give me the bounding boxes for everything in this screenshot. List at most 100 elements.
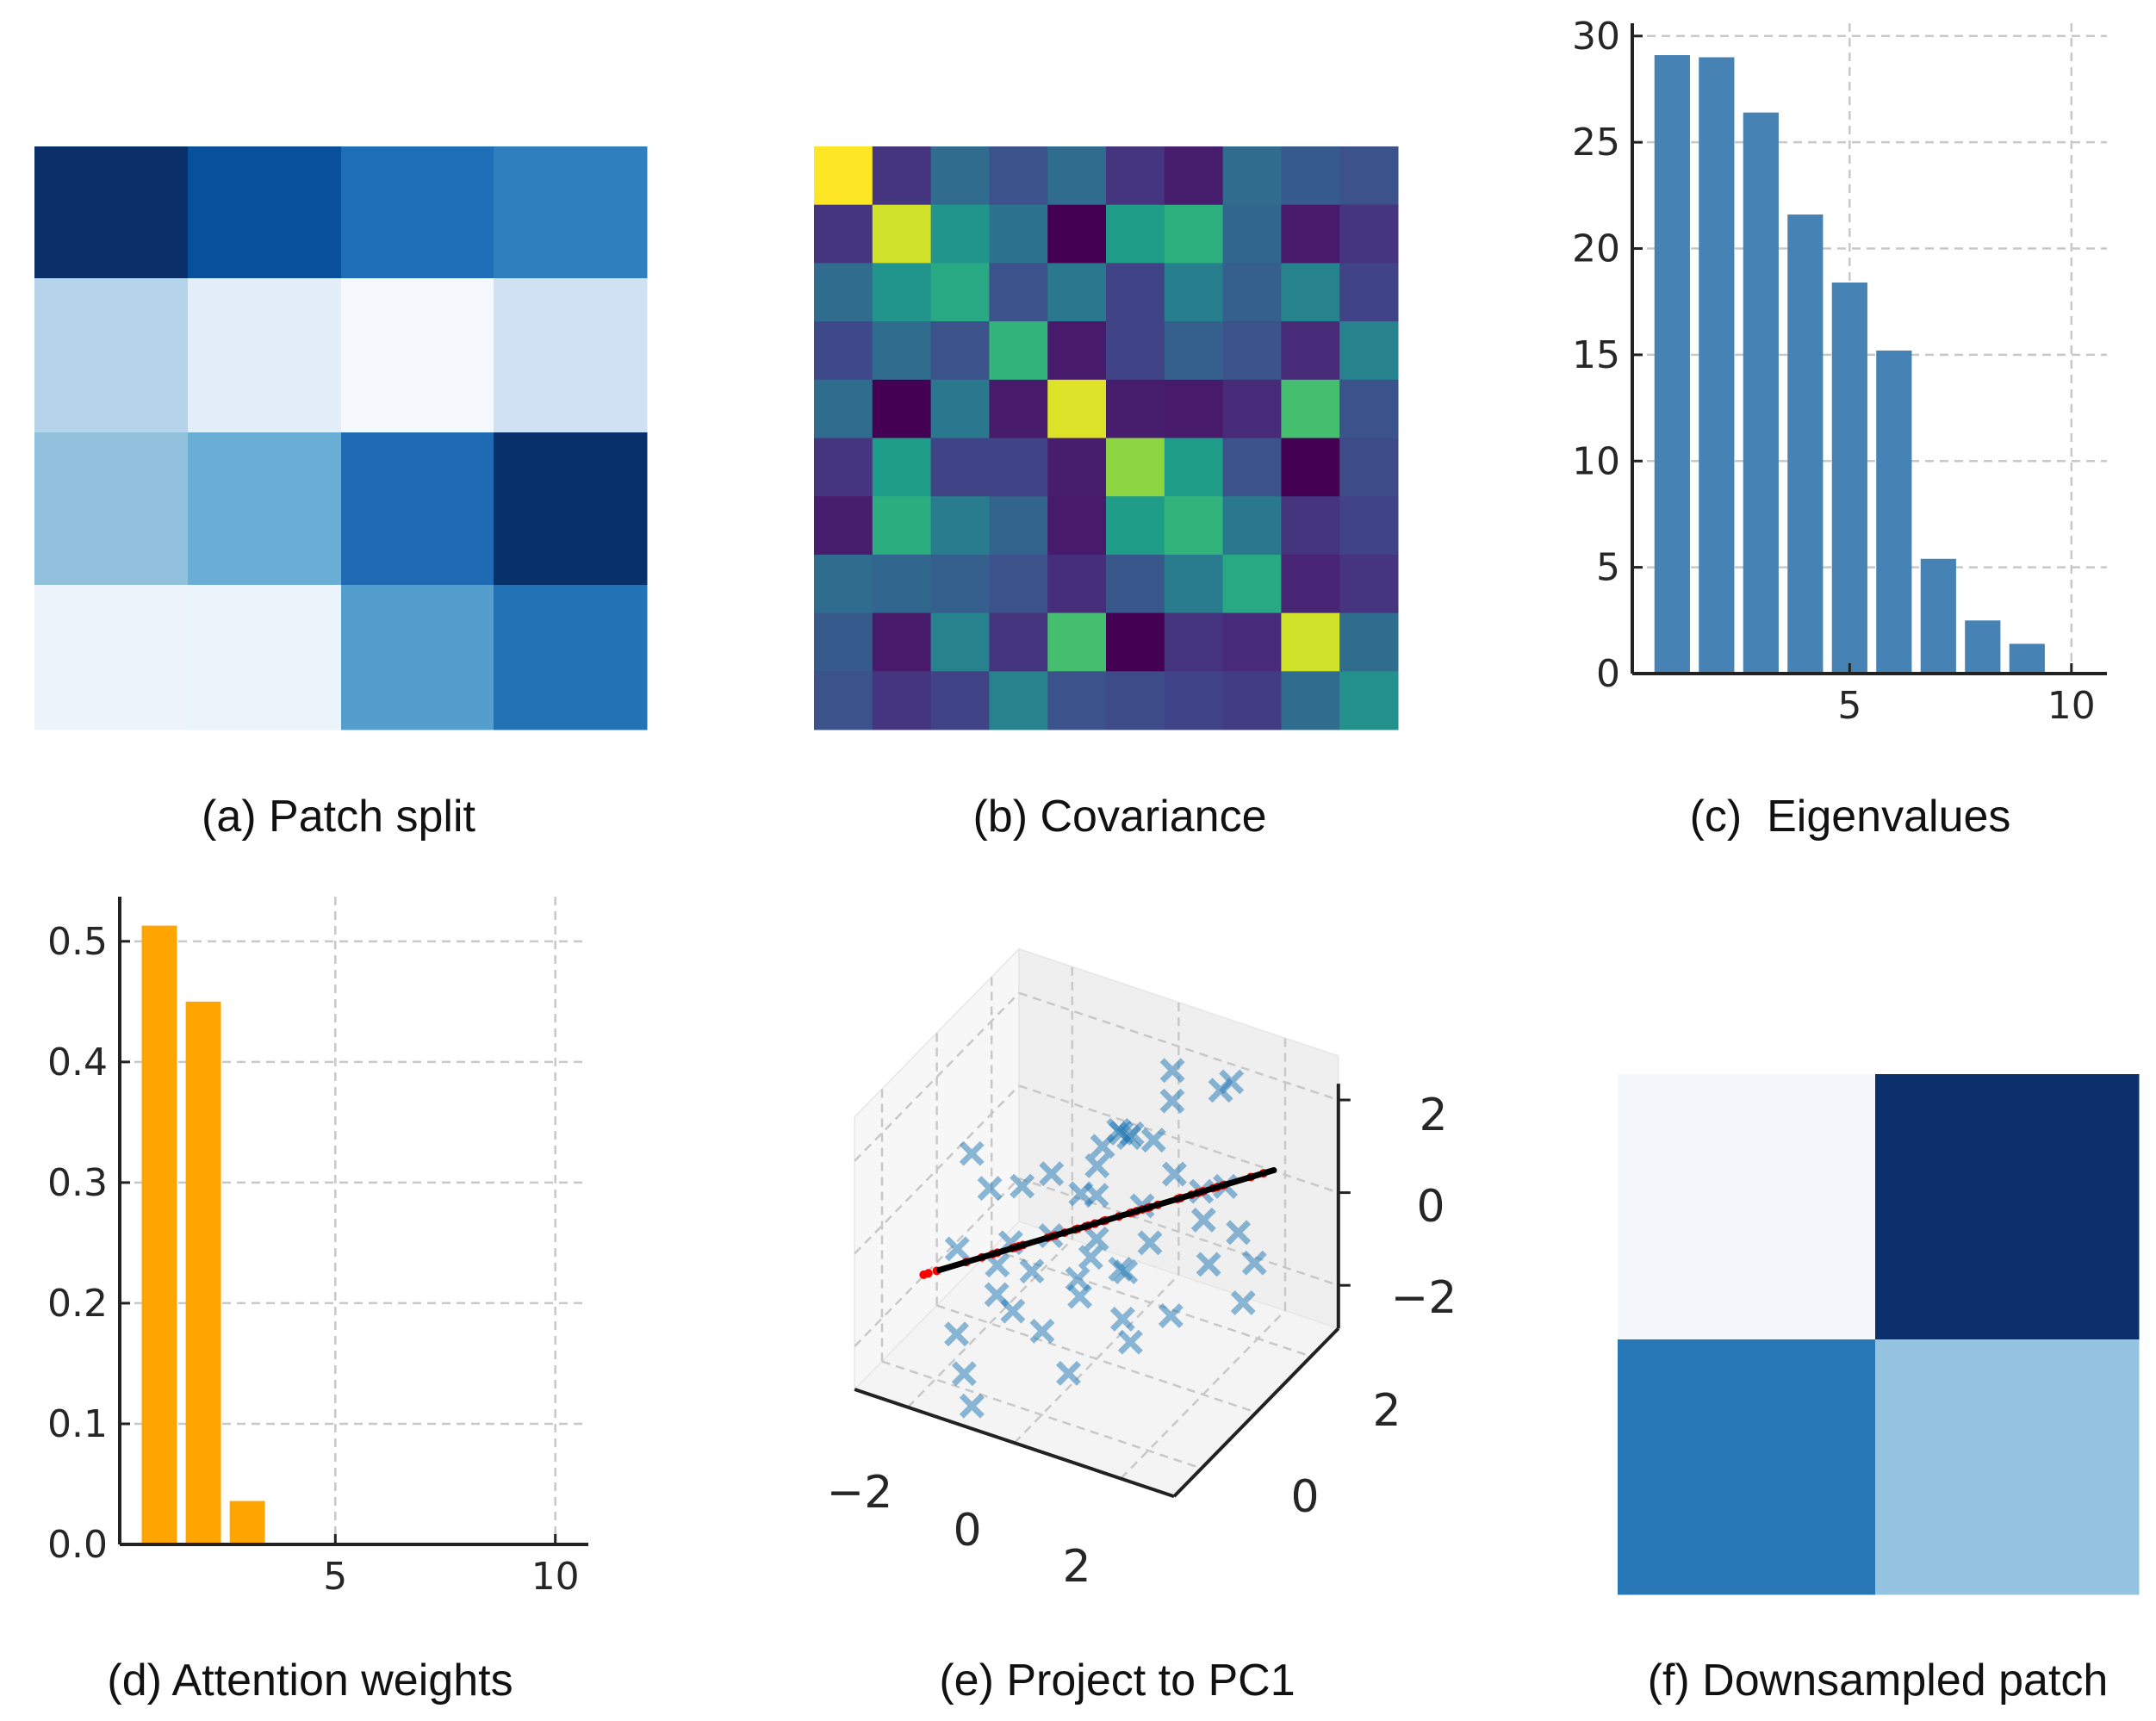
marker-stroke <box>977 1176 1003 1202</box>
data-point-x-marker <box>1226 1220 1252 1246</box>
marker-stroke <box>1000 1298 1026 1324</box>
covariance-cell <box>989 671 1048 730</box>
heatmap-cell <box>494 146 648 279</box>
covariance-cell <box>1222 263 1282 322</box>
covariance-cell <box>1106 321 1165 381</box>
caption-b: (b) Covariance <box>972 792 1266 842</box>
y-axis <box>1172 1326 1340 1498</box>
covariance-cell <box>989 496 1048 556</box>
covariance-cell <box>1339 612 1399 672</box>
x-tick-label: 2 <box>1062 1541 1090 1593</box>
y-tick-label: 30 <box>1572 15 1620 59</box>
data-point-x-marker <box>1065 1266 1090 1292</box>
covariance-cell <box>1281 379 1340 438</box>
covariance-cell <box>1047 379 1107 438</box>
covariance-cell <box>1106 612 1165 672</box>
y-tick-label: 0.1 <box>47 1402 108 1446</box>
covariance-cell <box>1164 554 1224 614</box>
marker-stroke <box>1108 1256 1134 1282</box>
grid-left-z <box>854 1177 1020 1347</box>
covariance-cell <box>989 204 1048 264</box>
covariance-cell <box>930 438 990 497</box>
heatmap-cell <box>34 278 189 433</box>
heatmap-cell <box>34 146 189 279</box>
data-point-x-marker <box>1117 1329 1143 1355</box>
marker-stroke <box>1226 1220 1252 1246</box>
covariance-cell <box>1222 204 1282 264</box>
heatmap-cell <box>1618 1339 1876 1595</box>
covariance-cell <box>1106 438 1165 497</box>
covariance-cell <box>1047 438 1107 497</box>
covariance-cell <box>1164 263 1224 322</box>
covariance-cell <box>1047 671 1107 730</box>
data-point-x-marker <box>951 1361 977 1387</box>
covariance-cell <box>930 204 990 264</box>
data-point-x-marker <box>1158 1303 1184 1328</box>
data-point-x-marker <box>959 1140 985 1166</box>
bar <box>1654 55 1690 674</box>
covariance-cell <box>1047 321 1107 381</box>
y-tick-label: 10 <box>1572 439 1620 483</box>
covariance-cell <box>1164 204 1224 264</box>
marker-stroke <box>1029 1318 1055 1344</box>
covariance-cell <box>1222 438 1282 497</box>
heatmap-cell <box>34 585 189 730</box>
covariance-cell <box>872 379 932 438</box>
heatmap-cell <box>188 146 342 279</box>
x-tick-label: −2 <box>827 1467 893 1519</box>
heatmap-cell <box>494 432 648 586</box>
heatmap-cell <box>341 432 494 586</box>
z-tick-label: −2 <box>1391 1272 1457 1324</box>
bar <box>185 1001 221 1544</box>
x-axis <box>854 1388 1175 1499</box>
data-point-x-marker <box>1029 1318 1055 1344</box>
data-point-x-marker <box>1078 1245 1103 1271</box>
data-point-x-marker <box>985 1252 1010 1278</box>
marker-stroke <box>1068 1181 1094 1207</box>
marker-stroke <box>1190 1207 1216 1233</box>
covariance-cell <box>1047 146 1107 206</box>
covariance-cell <box>1339 146 1399 206</box>
y-tick-label: 25 <box>1572 121 1620 165</box>
panel-e-project-to-pc1: −2 0 2 0 2 2 0 −2 <box>827 947 1457 1593</box>
marker-stroke <box>1084 1153 1110 1178</box>
covariance-cell <box>989 379 1048 438</box>
heatmap-cell <box>188 278 342 433</box>
covariance-cell <box>1164 321 1224 381</box>
covariance-cell <box>1047 612 1107 672</box>
covariance-cell <box>930 146 990 206</box>
marker-stroke <box>1116 1125 1142 1151</box>
covariance-cell <box>1339 438 1399 497</box>
covariance-cell <box>1281 321 1340 381</box>
grid-floor-y <box>991 1248 1312 1358</box>
covariance-cell <box>1106 379 1165 438</box>
heatmap-cell <box>1875 1074 2140 1340</box>
caption-e: (e) Project to PC1 <box>939 1656 1295 1705</box>
data-point-x-marker <box>959 1393 985 1419</box>
data-point-x-marker <box>1196 1252 1221 1277</box>
y-tick-label: 0.4 <box>47 1041 108 1084</box>
covariance-cell <box>1164 438 1224 497</box>
marker-stroke <box>1241 1250 1267 1276</box>
covariance-cell <box>1164 671 1224 730</box>
data-point-x-marker <box>1068 1181 1094 1207</box>
covariance-cell <box>1164 379 1224 438</box>
heatmap-cell <box>34 432 189 586</box>
marker-stroke <box>1078 1245 1103 1271</box>
covariance-cell <box>1106 496 1165 556</box>
x-tick-label: 5 <box>323 1555 347 1599</box>
marker-stroke <box>1140 1128 1166 1153</box>
covariance-cell <box>1222 146 1282 206</box>
covariance-cell <box>989 612 1048 672</box>
marker-stroke <box>959 1140 985 1166</box>
data-point-x-marker <box>1219 1069 1245 1095</box>
covariance-cell <box>872 438 932 497</box>
data-point-x-marker <box>1137 1230 1163 1256</box>
marker-stroke <box>1090 1134 1115 1159</box>
bar <box>1920 558 1956 674</box>
y-tick-label: 0.0 <box>47 1523 108 1567</box>
covariance-cell <box>1222 612 1282 672</box>
marker-stroke <box>1039 1161 1065 1187</box>
covariance-cell <box>930 671 990 730</box>
covariance-cell <box>872 146 932 206</box>
